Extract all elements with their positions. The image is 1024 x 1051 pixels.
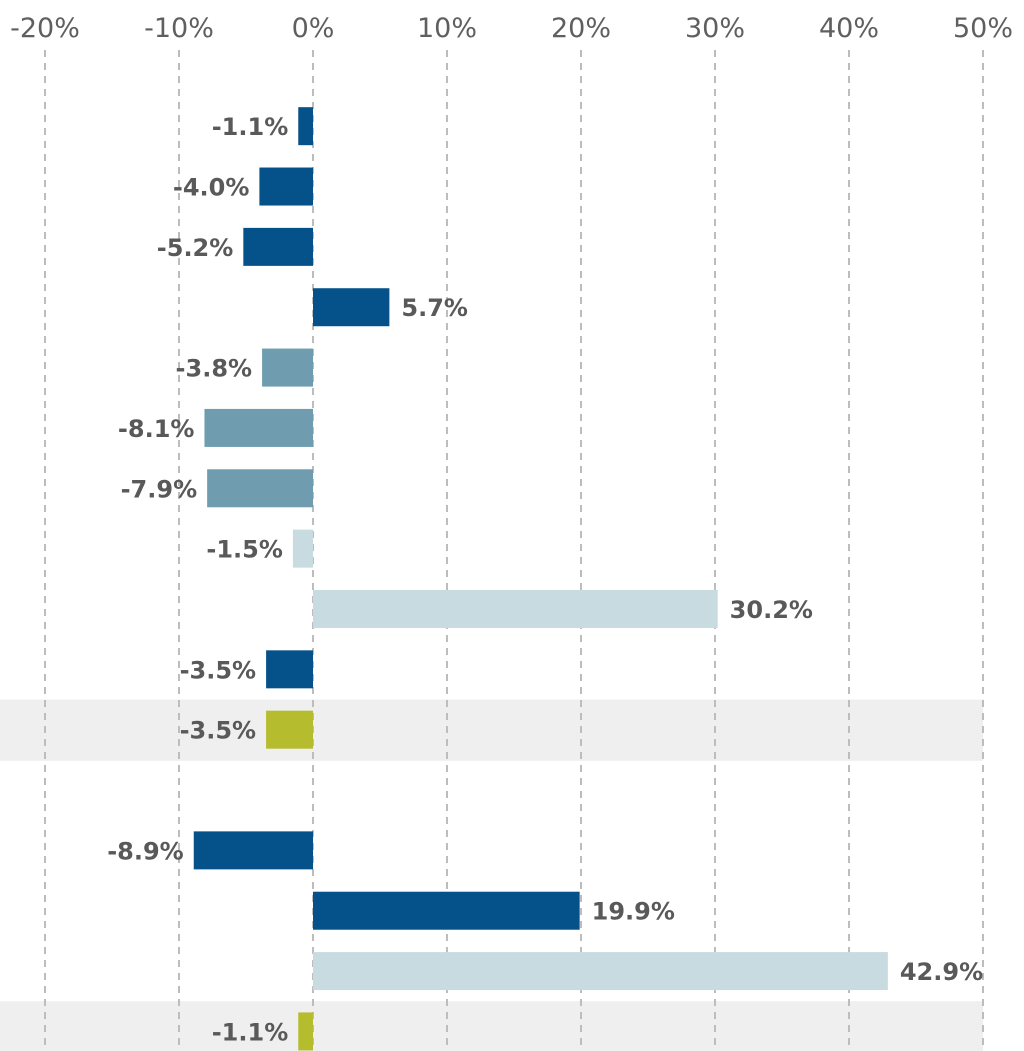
- data-label: -3.8%: [176, 355, 253, 383]
- bar: [298, 1012, 313, 1051]
- data-label: -7.9%: [121, 475, 198, 503]
- data-label: -1.5%: [206, 536, 283, 564]
- data-label: 42.9%: [900, 958, 983, 986]
- highlight-band: [0, 699, 983, 761]
- data-labels: -1.1% -4.0% -5.2% 5.7% -3.8% -8.1% -7.9% -1.5% 3…: [107, 113, 983, 1046]
- data-label: 30.2%: [730, 596, 813, 624]
- data-label: -3.5%: [180, 717, 257, 745]
- x-axis-ticks: -20% -10% 0% 10% 20% 30% 40% 50%: [10, 13, 1013, 44]
- bar: [313, 891, 580, 930]
- data-label: -1.1%: [212, 113, 289, 141]
- bar: [313, 288, 390, 327]
- data-label: -8.1%: [118, 415, 195, 443]
- data-label: -3.5%: [180, 656, 257, 684]
- bar: [266, 650, 313, 689]
- bar: [313, 952, 888, 991]
- data-label: -4.0%: [173, 174, 250, 202]
- bars: [193, 107, 888, 1051]
- bar: [243, 227, 313, 266]
- x-tick-label: 30%: [685, 13, 745, 44]
- x-tick-label: 10%: [417, 13, 477, 44]
- x-tick-label: -10%: [144, 13, 214, 44]
- data-label: 19.9%: [592, 898, 675, 926]
- data-label: -5.2%: [157, 234, 234, 262]
- bar: [298, 107, 313, 146]
- bar: [292, 529, 313, 568]
- x-tick-label: -20%: [10, 13, 80, 44]
- highlight-band: [0, 1001, 983, 1051]
- bar: [259, 167, 313, 206]
- data-label: -8.9%: [107, 837, 184, 865]
- bar: [262, 348, 313, 387]
- bar: [313, 589, 718, 628]
- x-tick-label: 0%: [292, 13, 335, 44]
- x-tick-label: 40%: [819, 13, 879, 44]
- bar: [207, 469, 313, 508]
- x-tick-label: 50%: [953, 13, 1013, 44]
- bar: [266, 710, 313, 749]
- bar: [204, 408, 313, 447]
- bar: [193, 831, 313, 870]
- data-label: 5.7%: [401, 294, 468, 322]
- highlight-band-layer: [0, 699, 983, 1051]
- x-tick-label: 20%: [551, 13, 611, 44]
- data-label: -1.1%: [212, 1018, 289, 1046]
